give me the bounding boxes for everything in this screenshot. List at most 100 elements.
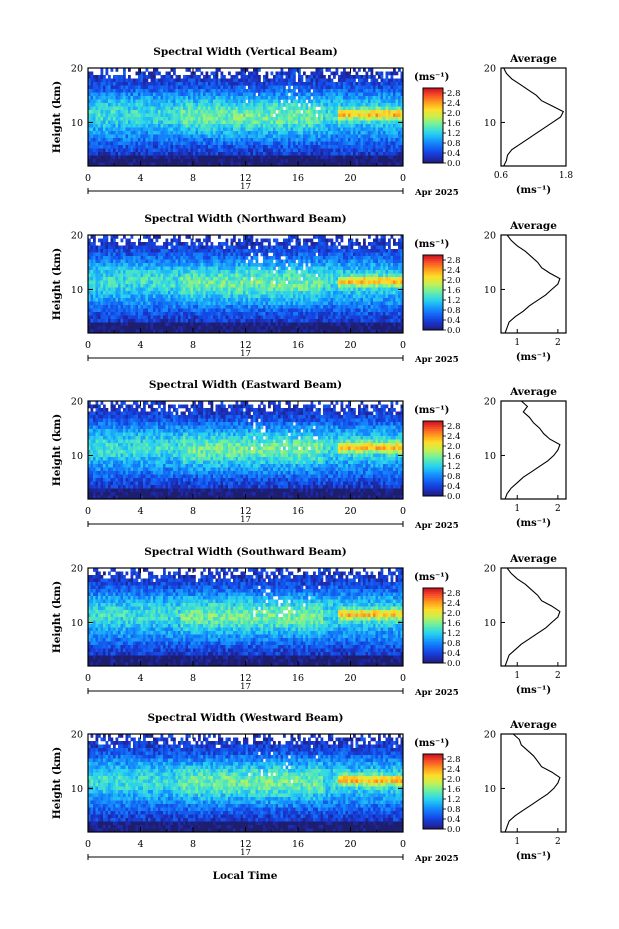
heatmap-cell: [328, 270, 331, 274]
heatmap-cell: [313, 75, 316, 79]
heatmap-cell: [358, 121, 361, 125]
heatmap-cell: [381, 149, 384, 153]
heatmap-cell: [303, 260, 306, 264]
heatmap-cell: [398, 246, 401, 250]
heatmap-cell: [263, 142, 266, 146]
heatmap-cell: [251, 117, 254, 121]
heatmap-cell: [398, 124, 401, 128]
heatmap-cell: [138, 249, 141, 253]
heatmap-cell: [181, 260, 184, 264]
heatmap-cell: [163, 249, 166, 253]
heatmap-cell: [191, 256, 194, 260]
heatmap-cell: [138, 110, 141, 114]
heatmap-cell: [331, 128, 334, 132]
heatmap-cell: [356, 145, 359, 149]
heatmap-cell: [163, 114, 166, 118]
heatmap-cell: [216, 89, 219, 93]
heatmap-cell: [328, 117, 331, 121]
heatmap-cell: [188, 82, 191, 86]
heatmap-cell: [113, 263, 116, 267]
heatmap-cell: [226, 263, 229, 267]
heatmap-cell: [271, 103, 274, 107]
heatmap-cell: [353, 96, 356, 100]
heatmap-cell: [243, 253, 246, 257]
heatmap-cell: [206, 145, 209, 149]
heatmap-cell: [193, 121, 196, 125]
heatmap-cell: [158, 121, 161, 125]
heatmap-cell: [398, 138, 401, 142]
heatmap-cell: [303, 256, 306, 260]
heatmap-cell: [363, 246, 366, 250]
heatmap-cell: [331, 263, 334, 267]
heatmap-cell: [258, 281, 261, 285]
heatmap-cell: [351, 128, 354, 132]
heatmap-cell: [158, 79, 161, 83]
heatmap-cell: [208, 96, 211, 100]
heatmap-cell: [236, 100, 239, 104]
heatmap-cell: [363, 138, 366, 142]
heatmap-cell: [268, 135, 271, 139]
heatmap-cell: [131, 121, 134, 125]
heatmap-cell: [268, 79, 271, 83]
heatmap-cell: [308, 256, 311, 260]
heatmap-cell: [388, 239, 391, 243]
heatmap-cell: [283, 156, 286, 160]
heatmap-cell: [321, 256, 324, 260]
heatmap-cell: [108, 96, 111, 100]
heatmap-cell: [321, 149, 324, 153]
heatmap-cell: [126, 96, 129, 100]
heatmap-cell: [251, 260, 254, 264]
heatmap-cell: [348, 249, 351, 253]
heatmap-cell: [331, 239, 334, 243]
heatmap-cell: [116, 142, 119, 146]
heatmap-cell: [378, 256, 381, 260]
heatmap-cell: [288, 131, 291, 135]
heatmap-cell: [266, 267, 269, 271]
heatmap-cell: [103, 103, 106, 107]
heatmap-cell: [263, 96, 266, 100]
heatmap-cell: [391, 110, 394, 114]
heatmap-cell: [358, 86, 361, 90]
heatmap-cell: [111, 270, 114, 274]
heatmap-cell: [353, 86, 356, 90]
heatmap-cell: [241, 256, 244, 260]
heatmap-cell: [146, 267, 149, 271]
heatmap-cell: [128, 249, 131, 253]
heatmap-cell: [296, 128, 299, 132]
heatmap-cell: [298, 138, 301, 142]
heatmap-cell: [106, 103, 109, 107]
heatmap-cell: [118, 270, 121, 274]
heatmap-cell: [103, 274, 106, 278]
heatmap-cell: [373, 110, 376, 114]
heatmap-cell: [251, 86, 254, 90]
heatmap-cell: [361, 246, 364, 250]
heatmap-cell: [178, 239, 181, 243]
heatmap-cell: [133, 110, 136, 114]
heatmap-cell: [278, 100, 281, 104]
heatmap-cell: [166, 124, 169, 128]
heatmap-cell: [328, 96, 331, 100]
heatmap-cell: [356, 110, 359, 114]
heatmap-cell: [231, 82, 234, 86]
heatmap-cell: [121, 260, 124, 264]
heatmap-cell: [293, 246, 296, 250]
heatmap-cell: [383, 96, 386, 100]
heatmap-cell: [198, 256, 201, 260]
heatmap-cell: [263, 121, 266, 125]
heatmap-cell: [248, 79, 251, 83]
heatmap-cell: [358, 110, 361, 114]
heatmap-cell: [151, 128, 154, 132]
heatmap-cell: [176, 124, 179, 128]
heatmap-cell: [341, 96, 344, 100]
heatmap-cell: [258, 86, 261, 90]
heatmap-cell: [181, 86, 184, 90]
heatmap-cell: [248, 138, 251, 142]
heatmap-cell: [388, 274, 391, 278]
heatmap-cell: [233, 263, 236, 267]
heatmap-cell: [216, 114, 219, 118]
heatmap-cell: [191, 242, 194, 246]
heatmap-cell: [211, 128, 214, 132]
heatmap-cell: [386, 253, 389, 257]
heatmap-cell: [281, 138, 284, 142]
heatmap-cell: [91, 131, 94, 135]
